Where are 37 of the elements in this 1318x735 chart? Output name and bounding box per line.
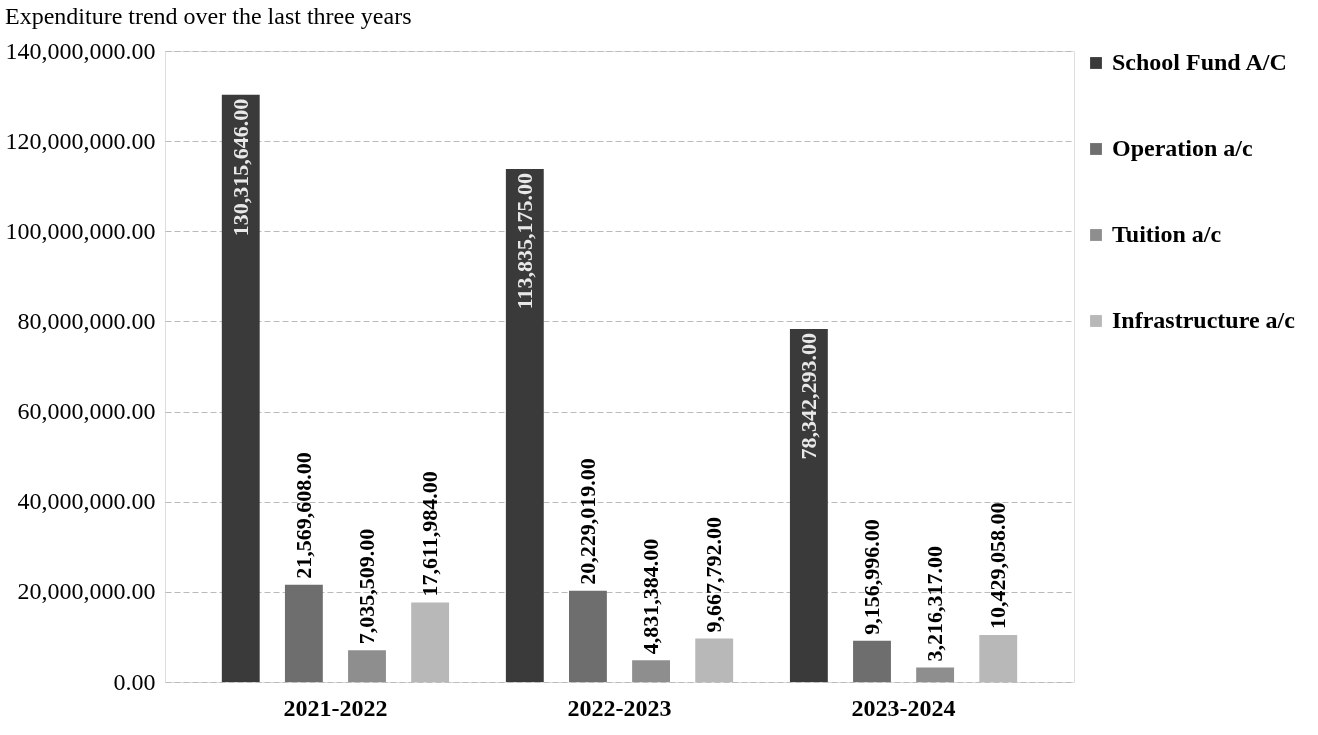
data-label: 130,315,646.00	[227, 98, 253, 237]
bar	[221, 94, 260, 682]
data-label: 113,835,175.00	[511, 172, 537, 310]
y-tick-label: 80,000,000.00	[17, 307, 156, 334]
bar	[505, 168, 544, 682]
bar	[348, 650, 386, 682]
bar	[284, 584, 323, 682]
data-label: 21,569,608.00	[290, 452, 316, 579]
data-label: 3,216,317.00	[922, 546, 948, 662]
data-label: 20,229,019.00	[574, 458, 600, 585]
chart-title: Expenditure trend over the last three years	[5, 3, 412, 29]
y-tick-label: 40,000,000.00	[17, 488, 156, 515]
legend-label: Operation a/c	[1112, 135, 1253, 161]
data-label: 78,342,293.00	[795, 332, 821, 460]
y-tick-label: 20,000,000.00	[17, 578, 156, 605]
y-tick-label: 0.00	[113, 668, 156, 695]
bar	[853, 640, 891, 682]
legend-label: Infrastructure a/c	[1112, 307, 1296, 333]
legend-label: School Fund A/C	[1112, 49, 1287, 75]
data-label: 7,035,509.00	[354, 528, 379, 645]
data-label: 17,611,984.00	[417, 471, 443, 597]
data-label: 9,667,792.00	[701, 516, 727, 633]
y-tick-label: 60,000,000.00	[17, 398, 156, 425]
data-label: 9,156,996.00	[859, 519, 884, 635]
bar	[916, 667, 955, 682]
data-label: 4,831,384.00	[638, 538, 664, 655]
y-tick-label: 100,000,000.00	[5, 217, 156, 244]
y-tick-label: 140,000,000.00	[5, 37, 156, 64]
x-tick-label: 2021-2022	[283, 694, 388, 721]
x-tick-label: 2022-2023	[567, 694, 672, 721]
legend-label: Tuition a/c	[1112, 221, 1222, 247]
y-tick-label: 120,000,000.00	[5, 127, 156, 154]
bar	[569, 590, 607, 682]
bar	[789, 328, 828, 682]
x-tick-label: 2023-2024	[851, 694, 956, 721]
data-label: 10,429,058.00	[985, 502, 1011, 629]
bar	[632, 660, 670, 682]
